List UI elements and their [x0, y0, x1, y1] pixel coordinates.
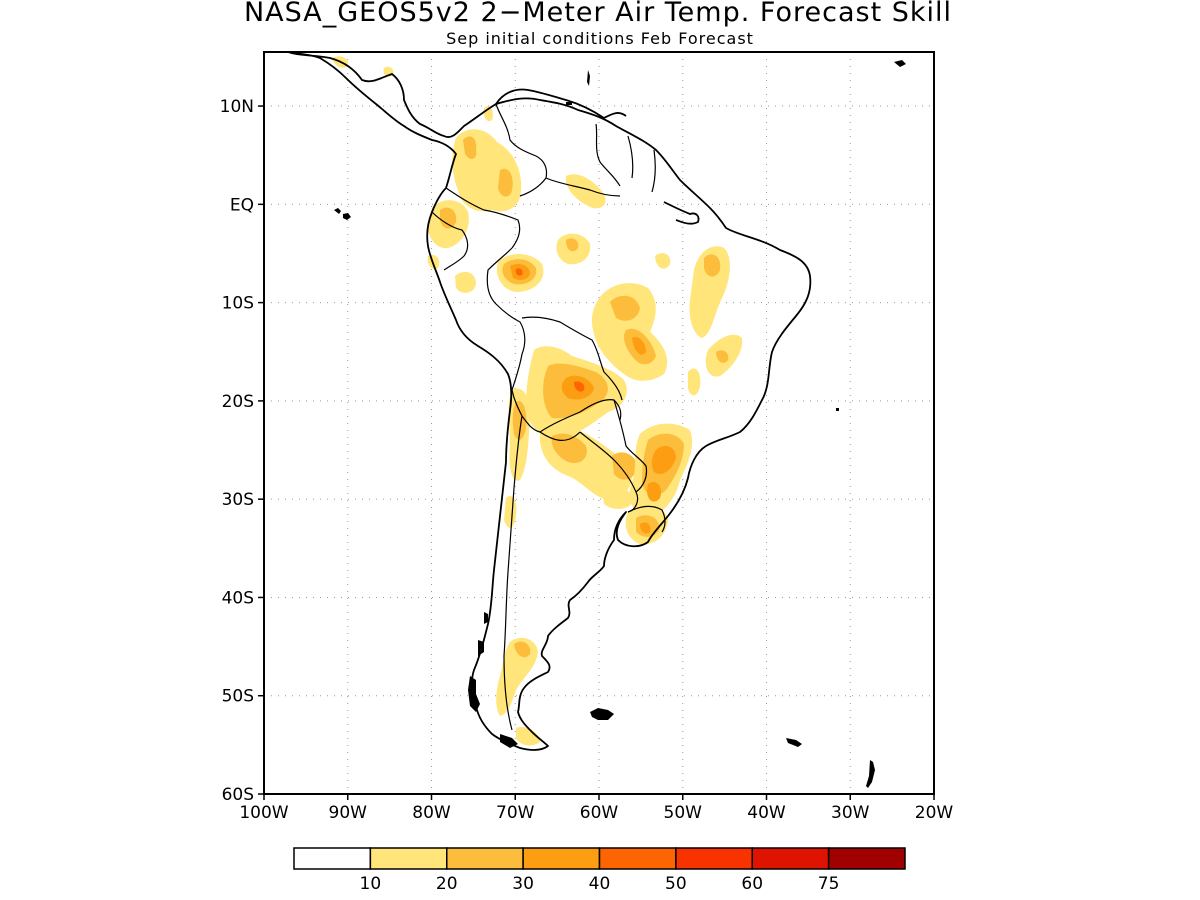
amazon-delta-coast	[663, 201, 700, 225]
skill-region-central-brazil-20	[610, 295, 640, 321]
skill-region-southern-brazil-30b	[647, 481, 662, 502]
colorbar-label: 20	[436, 874, 458, 894]
skill-region-ecuador-20	[440, 207, 457, 229]
colorbar-swatch	[446, 847, 524, 870]
border-colombia-venezuela	[495, 103, 548, 197]
border-ecuador-peru	[431, 211, 469, 271]
skill-region-patagonia-20	[514, 641, 531, 658]
skill-region-central-brazil-30	[632, 336, 646, 355]
colorbar-swatch	[751, 847, 830, 870]
colorbar-swatch	[293, 847, 372, 870]
colorbar-label: 10	[360, 874, 382, 894]
x-tick-label: 60W	[580, 803, 619, 823]
x-tick-label: 80W	[412, 803, 451, 823]
y-tick-label: 10N	[220, 97, 254, 117]
south-america-coastline	[287, 52, 812, 751]
colorbar-swatch	[827, 847, 906, 870]
x-tick-label: 30W	[831, 803, 870, 823]
border-paraguay-argentina	[579, 431, 639, 513]
map-gridlines	[264, 52, 934, 794]
border-bolivia-peru-chile	[511, 353, 541, 433]
skill-region-western-amazon-40	[515, 268, 523, 276]
skill-region-tierra-del-fuego-10	[516, 726, 540, 746]
border-venezuela-brazil	[545, 177, 621, 197]
skill-region-amazon-east-10	[655, 253, 671, 269]
border-bolivia-paraguay	[539, 399, 622, 433]
skill-region-paraguay-20	[551, 433, 587, 464]
islands	[334, 60, 906, 788]
y-tick-label: EQ	[230, 195, 254, 215]
colorbar-swatch	[369, 847, 448, 870]
galapagos-islands	[334, 208, 351, 220]
y-tick-label: 50S	[222, 687, 254, 707]
skill-region-bolivia-40	[574, 381, 585, 392]
border-argentina-bolivia	[539, 431, 581, 441]
skill-region-southern-brazil-30	[651, 445, 676, 475]
coastlines	[287, 52, 812, 751]
x-tick-label: 70W	[496, 803, 535, 823]
border-brazil-uruguay	[627, 505, 666, 533]
border-colombia-south	[445, 187, 521, 249]
figure-title: NASA_GEOS5v2 2−Meter Air Temp. Forecast …	[244, 0, 952, 28]
y-tick-label: 20S	[222, 392, 254, 412]
caribbean-islands	[566, 60, 906, 105]
skill-shading	[332, 56, 743, 746]
colorbar-swatch	[675, 847, 753, 870]
fernando-de-noronha	[836, 408, 839, 411]
skill-region-rio-grande-10	[602, 483, 634, 509]
northern-coast-venezuela	[495, 88, 605, 119]
skill-region-central-amazon-20	[566, 238, 579, 252]
y-tick-label: 60S	[222, 785, 254, 805]
skill-region-northeast-east-20	[716, 350, 729, 363]
colorbar-label: 40	[589, 874, 611, 894]
chilean-fjord-islands	[468, 612, 518, 748]
country-borders	[431, 103, 666, 731]
skill-region-andes-20	[512, 401, 527, 440]
border-guyanas	[595, 123, 656, 193]
border-bolivia-brazil	[521, 316, 623, 401]
x-axis-labels: 100W 90W 80W 70W 60W 50W 40W 30W 20W	[239, 803, 953, 823]
x-tick-label: 100W	[239, 803, 288, 823]
skill-region-paraguay-east-20	[612, 452, 638, 480]
border-paraguay-brazil	[613, 399, 648, 493]
skill-region-andes-south-10	[504, 496, 517, 528]
south-georgia-island	[786, 738, 802, 747]
colorbar-swatch	[522, 847, 601, 870]
skill-region-northeast-brazil-20	[704, 254, 721, 277]
trindade-island	[866, 760, 875, 788]
falkland-islands	[590, 708, 614, 720]
skill-region-colombia-20b	[498, 168, 513, 197]
x-tick-label: 90W	[329, 803, 368, 823]
colorbar: 10 20 30 40 50 60 75	[293, 847, 906, 894]
axis-tick-marks	[258, 105, 935, 800]
x-tick-label: 50W	[664, 803, 703, 823]
skill-region-patagonia-10	[496, 637, 538, 716]
skill-region-peru-north-10	[455, 271, 476, 293]
colorbar-label: 30	[512, 874, 534, 894]
y-tick-label: 40S	[222, 588, 254, 608]
skill-region-venezuela-10	[565, 174, 606, 209]
y-tick-label: 30S	[222, 490, 254, 510]
skill-region-east-coast-10	[688, 368, 701, 396]
gulf-of-paria-coast	[603, 112, 627, 119]
y-axis-labels: 10N EQ 10S 20S 30S 40S 50S 60S	[220, 97, 254, 805]
colorbar-label: 75	[818, 874, 840, 894]
colorbar-swatch	[598, 847, 677, 870]
x-tick-label: 40W	[747, 803, 786, 823]
skill-region-uruguay-30	[640, 522, 651, 534]
colorbar-label: 60	[741, 874, 763, 894]
border-chile-argentina	[503, 415, 523, 731]
colorbar-label: 50	[665, 874, 687, 894]
skill-region-colombia-20	[463, 136, 477, 159]
x-tick-label: 20W	[915, 803, 954, 823]
figure-subtitle: Sep initial conditions Feb Forecast	[446, 29, 754, 48]
y-tick-label: 10S	[222, 294, 254, 314]
border-peru-brazil	[486, 247, 526, 355]
